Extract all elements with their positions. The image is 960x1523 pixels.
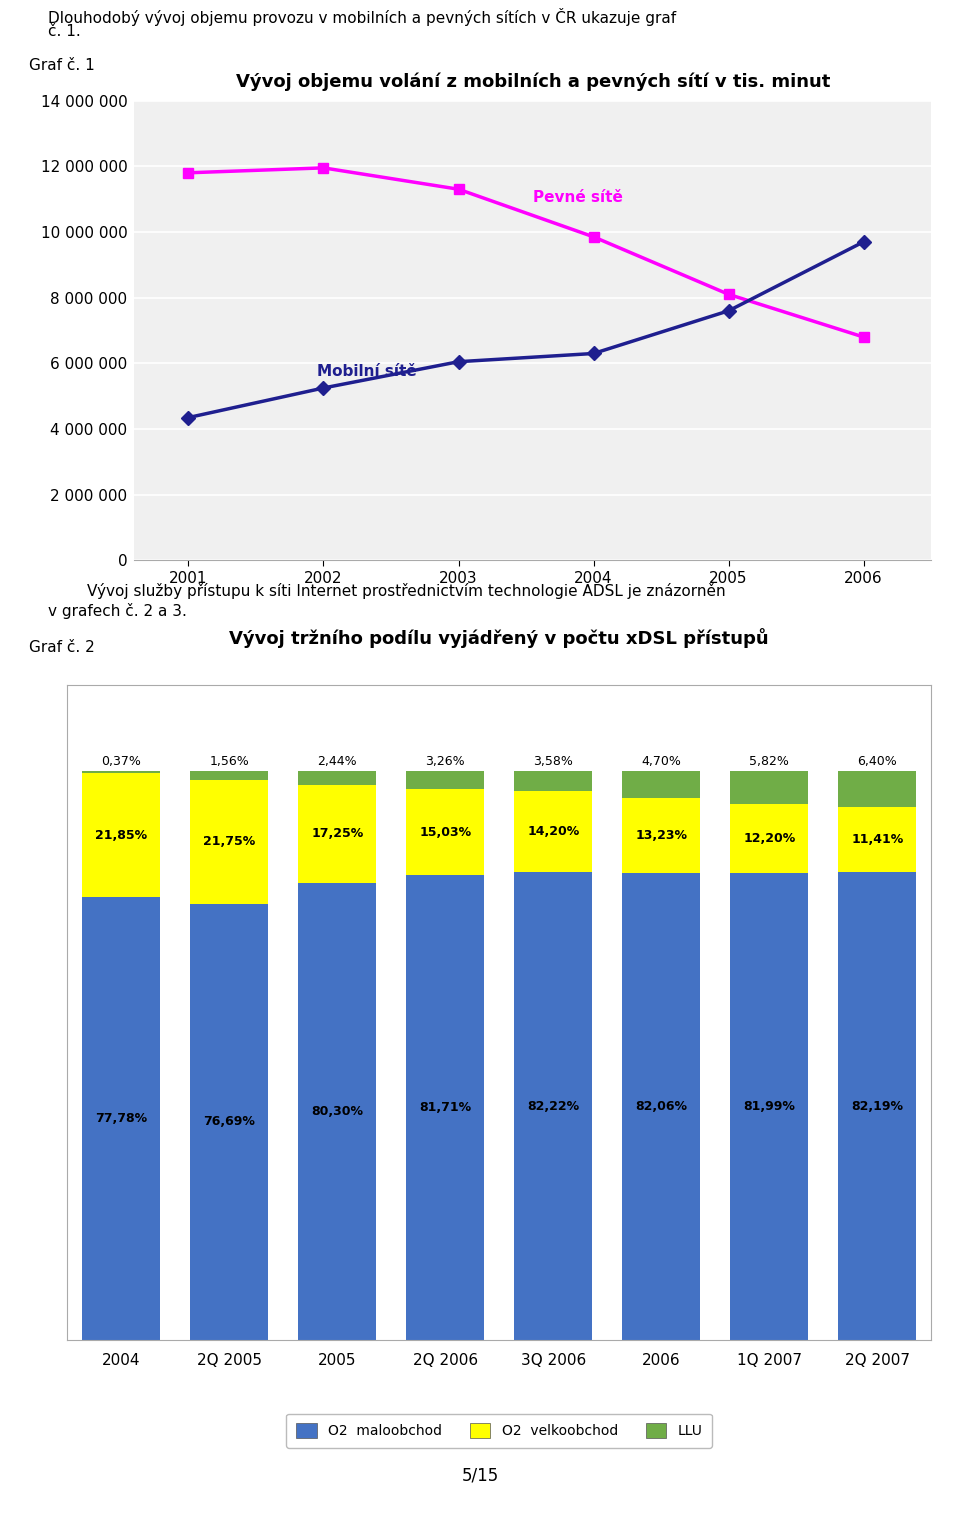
Title: Vývoj objemu volání z mobilních a pevných sítí v tis. minut: Vývoj objemu volání z mobilních a pevnýc… (235, 72, 830, 91)
Bar (83, 897, 160, 1340)
Text: 3,58%: 3,58% (533, 755, 573, 768)
Text: 82,22%: 82,22% (527, 1100, 579, 1113)
Text: 80,30%: 80,30% (311, 1106, 363, 1118)
Text: 82,19%: 82,19% (852, 1100, 903, 1113)
Bar (299, 883, 376, 1340)
Bar (838, 771, 916, 807)
Text: 12,20%: 12,20% (743, 832, 795, 845)
Text: 82,06%: 82,06% (636, 1100, 687, 1113)
Text: 77,78%: 77,78% (95, 1112, 147, 1125)
Text: 81,71%: 81,71% (420, 1101, 471, 1115)
Bar (622, 873, 700, 1340)
Text: 5,82%: 5,82% (749, 755, 789, 768)
Bar (731, 873, 808, 1340)
Text: 17,25%: 17,25% (311, 827, 363, 841)
Text: v grafech č. 2 a 3.: v grafech č. 2 a 3. (48, 603, 187, 620)
Bar (83, 772, 160, 897)
Text: 13,23%: 13,23% (636, 829, 687, 842)
Text: Dlouhodobý vývoj objemu provozu v mobilních a pevných sítích v ČR ukazuje graf: Dlouhodobý vývoj objemu provozu v mobiln… (48, 8, 676, 26)
Text: 76,69%: 76,69% (204, 1115, 255, 1129)
Bar (406, 874, 484, 1340)
Text: 2,44%: 2,44% (318, 755, 357, 768)
Bar (406, 789, 484, 874)
Bar (731, 804, 808, 873)
Bar (515, 771, 592, 790)
Bar (622, 798, 700, 873)
Bar (622, 771, 700, 798)
Text: Graf č. 2: Graf č. 2 (29, 640, 94, 655)
Title: Vývoj tržního podílu vyjádřený v počtu xDSL přístupů: Vývoj tržního podílu vyjádřený v počtu x… (229, 627, 769, 647)
Text: 21,85%: 21,85% (95, 829, 147, 842)
Bar (838, 873, 916, 1340)
Text: 81,99%: 81,99% (743, 1100, 795, 1113)
Bar (731, 771, 808, 804)
Bar (515, 790, 592, 873)
Bar (299, 771, 376, 784)
Bar (190, 771, 268, 780)
Text: 21,75%: 21,75% (204, 835, 255, 848)
Bar (299, 784, 376, 883)
Text: 1,56%: 1,56% (209, 755, 249, 768)
Text: 11,41%: 11,41% (852, 833, 903, 847)
Text: 14,20%: 14,20% (527, 825, 579, 838)
Bar (83, 771, 160, 772)
Text: Vývoj služby přístupu k síti Internet prostřednictvím technologie ADSL je znázor: Vývoj služby přístupu k síti Internet pr… (48, 583, 726, 600)
Text: č. 1.: č. 1. (48, 23, 81, 38)
Text: 5/15: 5/15 (462, 1467, 498, 1485)
Text: Graf č. 1: Graf č. 1 (29, 58, 94, 73)
Legend: O2  maloobchod, O2  velkoobchod, LLU: O2 maloobchod, O2 velkoobchod, LLU (286, 1413, 712, 1448)
Bar (515, 873, 592, 1340)
Text: Mobilní sítě: Mobilní sítě (317, 364, 417, 379)
Bar (190, 780, 268, 903)
Bar (190, 903, 268, 1340)
Text: 6,40%: 6,40% (857, 755, 897, 768)
Bar (838, 807, 916, 873)
Text: 15,03%: 15,03% (420, 825, 471, 839)
Text: Pevné sítě: Pevné sítě (533, 190, 623, 206)
Text: 4,70%: 4,70% (641, 755, 682, 768)
Text: 3,26%: 3,26% (425, 755, 465, 768)
Bar (406, 771, 484, 789)
Text: 0,37%: 0,37% (101, 755, 141, 768)
